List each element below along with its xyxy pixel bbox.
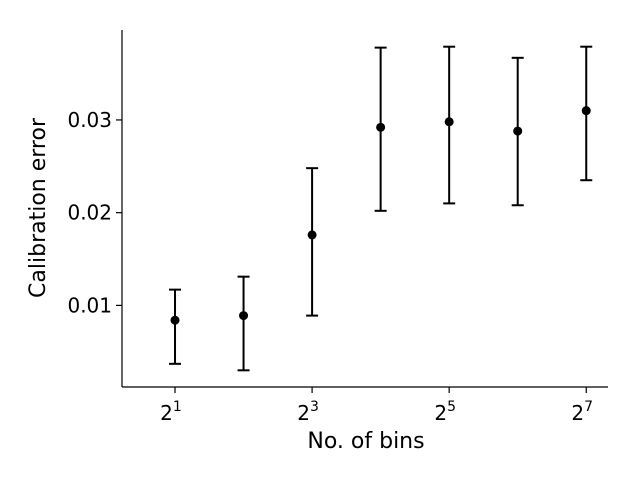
data-point: [513, 126, 523, 136]
data-point: [307, 230, 317, 240]
x-tick-label: 25: [434, 399, 456, 425]
y-tick-label: 0.02: [67, 201, 112, 225]
y-tick-label: 0.01: [67, 293, 112, 317]
error-bar: [237, 275, 250, 372]
data-point: [170, 315, 180, 325]
x-tick-label: 21: [160, 399, 182, 425]
y-axis-label: Calibration error: [26, 117, 51, 298]
x-axis-ticks: 21 23 25 27: [160, 387, 593, 425]
data-point: [239, 311, 249, 321]
error-bar: [306, 167, 319, 317]
data-point: [444, 117, 454, 127]
y-tick-label: 0.03: [67, 108, 112, 132]
y-axis-ticks: 0.01 0.02 0.03: [67, 108, 122, 317]
x-tick-label: 23: [297, 399, 319, 425]
error-bars: [169, 45, 593, 372]
data-point: [376, 122, 386, 132]
data-points: [170, 106, 591, 325]
data-point: [581, 106, 591, 116]
x-axis-label: No. of bins: [307, 429, 424, 454]
x-tick-label: 27: [571, 399, 593, 425]
error-bar: [169, 288, 182, 365]
